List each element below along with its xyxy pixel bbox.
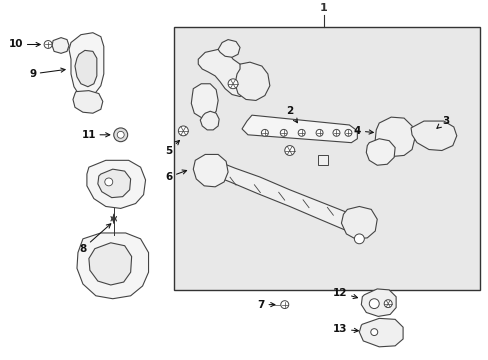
Polygon shape [75,50,97,87]
Circle shape [104,178,113,186]
Text: 11: 11 [81,130,110,140]
Polygon shape [69,33,103,98]
Polygon shape [341,207,376,239]
Polygon shape [361,289,395,316]
Polygon shape [242,115,357,143]
Circle shape [298,129,305,136]
Circle shape [114,128,127,142]
Circle shape [315,129,323,136]
Circle shape [370,329,377,336]
Circle shape [227,79,238,89]
Polygon shape [198,49,251,96]
Bar [174,27,479,290]
Polygon shape [200,111,219,130]
Polygon shape [73,91,102,113]
Polygon shape [218,40,240,57]
Circle shape [117,131,124,138]
Text: 7: 7 [257,300,274,310]
Text: 5: 5 [165,140,179,156]
Polygon shape [359,318,402,347]
Text: 12: 12 [332,288,357,298]
Polygon shape [366,139,394,165]
Circle shape [354,234,364,244]
Polygon shape [235,62,269,100]
Text: 13: 13 [332,324,358,334]
Polygon shape [52,38,69,53]
Text: 2: 2 [285,106,297,123]
Polygon shape [205,164,361,231]
Polygon shape [191,84,218,118]
Polygon shape [98,169,130,198]
Circle shape [178,126,188,136]
Polygon shape [374,117,414,156]
Polygon shape [77,233,148,299]
Bar [317,156,327,165]
Text: 4: 4 [353,126,372,136]
Circle shape [261,129,268,136]
Circle shape [280,129,286,136]
Circle shape [280,301,288,309]
Polygon shape [193,154,227,187]
Circle shape [384,300,391,307]
Polygon shape [87,160,145,208]
Text: 10: 10 [9,40,40,49]
Polygon shape [410,121,456,150]
Polygon shape [89,243,131,285]
Circle shape [344,129,351,136]
Text: 9: 9 [29,68,65,79]
Text: 6: 6 [165,170,186,182]
Circle shape [332,129,339,136]
Text: 8: 8 [79,224,111,254]
Text: 1: 1 [319,3,327,13]
Circle shape [44,41,52,49]
Circle shape [284,145,294,156]
Text: 3: 3 [436,116,448,128]
Circle shape [368,299,379,309]
